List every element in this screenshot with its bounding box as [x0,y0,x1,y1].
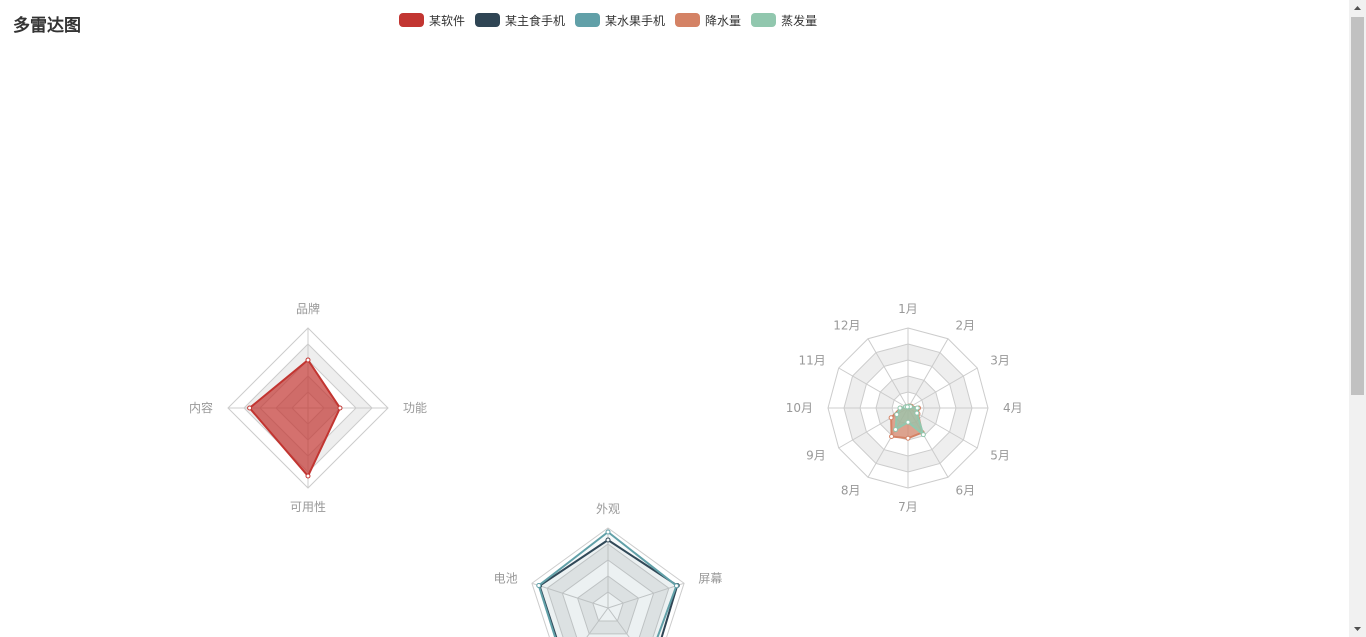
radar-split-area [547,544,669,637]
radar-indicator-label: 6月 [956,483,976,497]
radar-indicator-label: 品牌 [296,302,320,316]
legend: 某软件 某主食手机 某水果手机 降水量 蒸发量 [399,12,827,28]
radar-split-area [860,360,956,456]
radar-indicator-label: 内容 [189,400,213,415]
radar-point [605,537,611,543]
legend-label: 某软件 [429,13,466,28]
radar-ring [592,591,624,622]
radar-series-area [537,530,678,637]
radar-point [247,405,253,411]
legend-item-evaporation[interactable]: 蒸发量 [751,12,817,29]
scroll-thumb[interactable] [1351,17,1364,395]
radar-indicator-label: 屏幕 [698,572,722,586]
legend-label: 某主食手机 [505,13,566,28]
radar-point [888,415,894,421]
legend-swatch [575,13,601,27]
radar-indicator-label: 功能 [403,401,427,415]
vertical-scrollbar[interactable] [1349,0,1366,637]
radar-split-area [531,528,685,637]
radar-indicator-label: 外观 [596,502,620,516]
radar-point [893,427,899,433]
radar-indicator-label: 4月 [1003,401,1023,415]
radar-axis-line [838,367,909,409]
radar-split-area [562,560,654,637]
legend-label: 降水量 [705,13,742,28]
radar-axis-line [907,338,949,409]
radar-point [894,412,900,418]
legend-swatch [675,13,701,27]
radar-ring [561,559,655,637]
radar-point [305,357,311,363]
radar-indicator-label: 2月 [956,319,976,333]
radar-axis-line [607,607,630,637]
legend-swatch [399,13,424,27]
radar-point [536,583,542,589]
radar-indicator-label: 1月 [898,302,918,316]
radar-indicator-label: 11月 [798,354,825,368]
radar-chart-3: 1月 2月 3月 4月 5月 6月 7月 8月 9月 10月 11月 12月 [786,302,1023,514]
radar-point [897,405,903,411]
radar-point [904,404,910,410]
radar-indicator-label: 8月 [841,483,861,497]
radar-indicator-label: 12月 [833,319,860,333]
radar-point [905,419,911,425]
radar-ring [576,575,640,635]
legend-swatch [475,13,501,27]
radar-point [673,583,679,589]
radar-chart-2: 外观屏幕拍照性能电池 [494,502,722,637]
legend-item-software[interactable]: 某软件 [399,12,465,29]
chart-title: 多雷达图 [13,16,81,36]
radar-split-area [577,576,639,634]
radar-indicator-label: 3月 [990,354,1010,368]
scroll-down-arrow-icon[interactable] [1349,620,1366,637]
radar-ring [546,543,670,637]
radar-point [905,435,911,441]
radar-indicator-label: 10月 [786,401,813,415]
radar-axis-line [607,582,685,609]
legend-swatch [751,13,777,27]
radar-ring [531,527,685,637]
scroll-up-arrow-icon[interactable] [1349,0,1366,17]
radar-point [914,405,920,411]
legend-item-fruit-phone[interactable]: 某水果手机 [575,12,665,29]
radar-point [920,432,926,438]
radar-point [889,433,895,439]
radar-axis-line [531,582,609,609]
radar-point [337,405,343,411]
radar-indicator-label: 9月 [806,449,826,463]
radar-indicator-label: 可用性 [290,500,326,514]
radar-axis-line [586,607,609,637]
legend-item-staple-phone[interactable]: 某主食手机 [475,12,565,29]
radar-indicator-label: 7月 [898,500,918,514]
legend-item-precipitation[interactable]: 降水量 [675,12,741,29]
radar-indicator-label: 5月 [990,449,1010,463]
radar-point [305,473,311,479]
radar-axis-line [907,367,978,409]
radar-indicator-label: 电池 [494,572,518,586]
legend-label: 蒸发量 [781,13,818,28]
radar-point [605,529,611,535]
radar-axis-line [867,338,909,409]
radar-point [914,410,920,416]
legend-label: 某水果手机 [605,13,666,28]
